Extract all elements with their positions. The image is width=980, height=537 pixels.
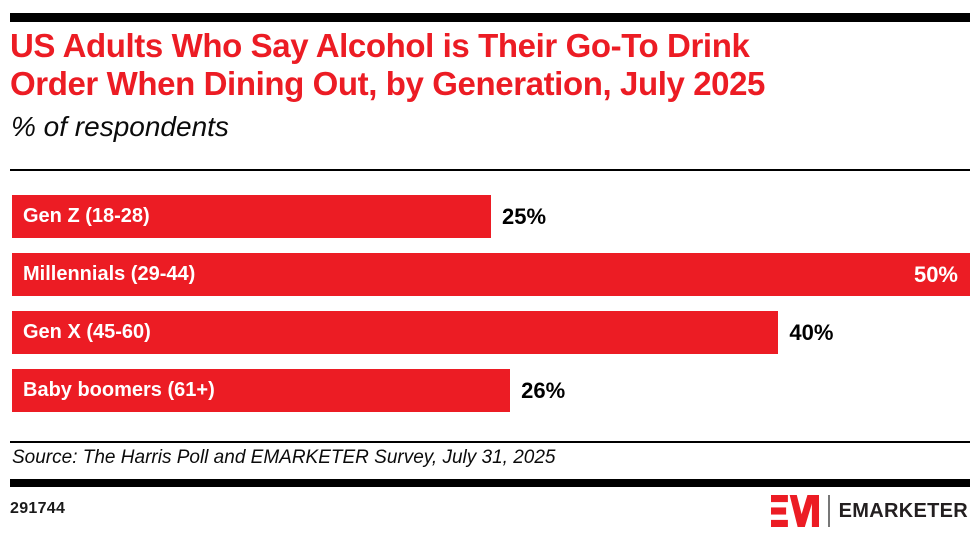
bar-value-label: 25% [502,203,547,229]
emarketer-logo: EMARKETER [770,494,968,528]
bar-row: Gen Z (18-28) 25% [12,195,970,238]
logo-divider [827,495,830,527]
bar: Gen X (45-60) [12,311,779,354]
bar: Baby boomers (61+) [12,369,511,412]
brand-wordmark: EMARKETER [838,499,968,522]
header-divider [10,169,970,171]
bar-category-label: Baby boomers (61+) [23,379,215,401]
bar-row: Baby boomers (61+) 26% [12,369,970,412]
em-monogram-icon [770,495,819,527]
bar-row: Millennials (29-44) 50% [12,253,970,296]
bar: Millennials (29-44) 50% [12,253,970,296]
bottom-rule [10,479,970,487]
bar-category-label: Millennials (29-44) [23,263,196,285]
bar-value-label: 26% [521,377,566,403]
source-divider [10,441,970,443]
bar: Gen Z (18-28) [12,195,491,238]
bar-chart: Gen Z (18-28) 25% Millennials (29-44) 50% Ge… [12,195,970,427]
top-rule [10,13,970,22]
chart-title-line1: US Adults Who Say Alcohol is Their Go-To… [10,27,750,64]
bar-category-label: Gen X (45-60) [23,321,151,343]
bar-category-label: Gen Z (18-28) [23,205,150,227]
bar-row: Gen X (45-60) 40% [12,311,970,354]
bar-value-label: 50% [913,261,958,287]
chart-title-line2: Order When Dining Out, by Generation, Ju… [10,65,766,102]
chart-id: 291744 [10,500,66,517]
chart-subtitle: % of respondents [11,111,229,142]
chart-title: US Adults Who Say Alcohol is Their Go-To… [10,27,765,103]
bar-value-label: 40% [789,319,834,345]
source-text: Source: The Harris Poll and EMARKETER Su… [12,447,556,468]
